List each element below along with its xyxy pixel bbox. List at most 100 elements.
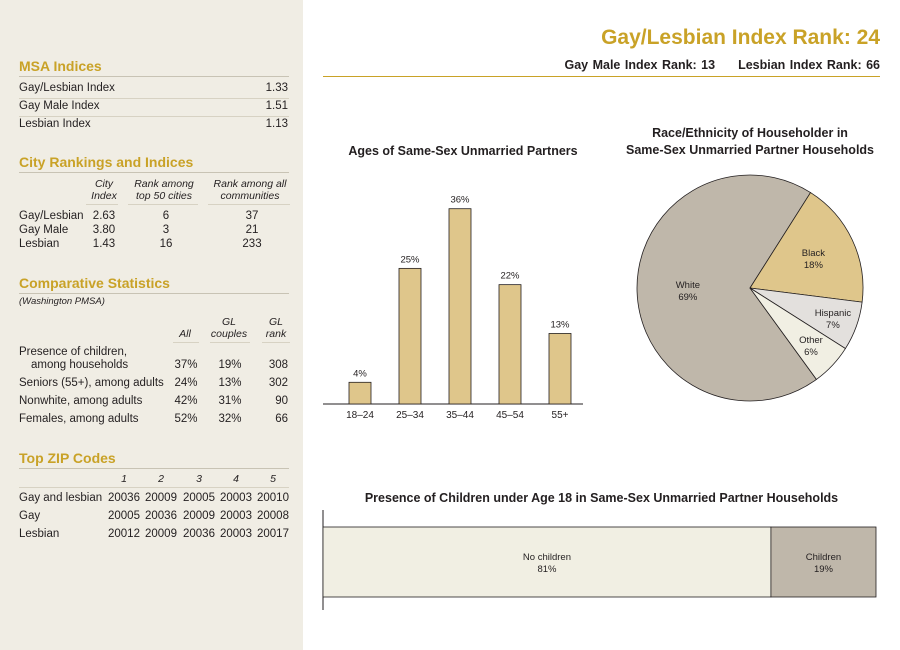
title-rule bbox=[323, 76, 880, 77]
zip-code: 20003 bbox=[220, 492, 252, 504]
age-chart-title: Ages of Same-Sex Unmarried Partners bbox=[348, 144, 578, 158]
comp-row-label: among households bbox=[31, 359, 129, 371]
city-row-label: Lesbian bbox=[19, 238, 60, 250]
zip-code: 20036 bbox=[108, 492, 140, 504]
zip-code: 20009 bbox=[145, 492, 177, 504]
zip-row-label: Gay bbox=[19, 510, 41, 522]
divider bbox=[208, 204, 290, 205]
comp-row-label: Females, among adults bbox=[19, 413, 139, 425]
segment-label-name: Children bbox=[806, 552, 841, 563]
segment-label-value: 19% bbox=[814, 564, 834, 575]
comp-gl: 19% bbox=[218, 359, 242, 371]
comp-subtitle: (Washington PMSA) bbox=[19, 296, 105, 307]
bar-55+ bbox=[548, 333, 572, 405]
pie-label-value: 7% bbox=[826, 320, 840, 331]
city-all: 21 bbox=[245, 224, 259, 236]
zip-code: 20017 bbox=[257, 528, 289, 540]
bar-18–24 bbox=[348, 381, 372, 405]
divider bbox=[86, 204, 118, 205]
divider bbox=[262, 342, 290, 343]
city-top50: 6 bbox=[162, 210, 170, 222]
city-index: 3.80 bbox=[92, 224, 116, 236]
city-header: Rank among top 50 cities bbox=[134, 178, 194, 202]
comp-header: All bbox=[179, 328, 191, 340]
segment-label-value: 81% bbox=[537, 564, 557, 575]
lesbian-rank: Lesbian Index Rank: 66 bbox=[738, 58, 880, 72]
divider bbox=[19, 116, 289, 117]
city-all: 233 bbox=[242, 238, 262, 250]
zip-code: 20009 bbox=[183, 510, 215, 522]
pie-label-value: 69% bbox=[678, 292, 698, 303]
msa-label: Gay Male Index bbox=[19, 100, 100, 112]
zip-code: 20003 bbox=[220, 528, 252, 540]
zip-header: 3 bbox=[196, 473, 202, 485]
zip-code: 20005 bbox=[108, 510, 140, 522]
comp-all: 42% bbox=[174, 395, 198, 407]
zip-header: 2 bbox=[158, 473, 164, 485]
x-tick-label: 45–54 bbox=[496, 410, 524, 421]
comp-rank: 90 bbox=[275, 395, 288, 407]
comp-header: GL rank bbox=[265, 316, 287, 340]
pie-label-name: Black bbox=[802, 248, 825, 259]
comp-row-label: Seniors (55+), among adults bbox=[19, 377, 164, 389]
comp-gl: 13% bbox=[218, 377, 242, 389]
divider bbox=[210, 342, 250, 343]
x-tick-label: 35–44 bbox=[446, 410, 474, 421]
zip-code: 20036 bbox=[183, 528, 215, 540]
sidebar: MSA Indices Gay/Lesbian Index 1.33 Gay M… bbox=[0, 0, 303, 650]
x-tick-label: 25–34 bbox=[396, 410, 424, 421]
divider bbox=[128, 204, 198, 205]
city-row-label: Gay Male bbox=[19, 224, 69, 236]
segment-no-children bbox=[322, 526, 772, 598]
divider bbox=[19, 98, 289, 99]
comp-all: 52% bbox=[174, 413, 198, 425]
city-index: 1.43 bbox=[92, 238, 116, 250]
city-all: 37 bbox=[245, 210, 259, 222]
comp-gl: 32% bbox=[218, 413, 242, 425]
zip-row-label: Lesbian bbox=[19, 528, 60, 540]
pie-label-name: Hispanic bbox=[815, 308, 852, 319]
bar-35–44 bbox=[448, 208, 472, 405]
zip-row-label: Gay and lesbian bbox=[19, 492, 103, 504]
zip-code: 20005 bbox=[183, 492, 215, 504]
city-title: City Rankings and Indices bbox=[19, 154, 289, 173]
zip-code: 20009 bbox=[145, 528, 177, 540]
city-index: 2.63 bbox=[92, 210, 116, 222]
city-row-label: Gay/Lesbian bbox=[19, 210, 84, 222]
bar-value-label: 36% bbox=[450, 195, 470, 206]
pie-label-name: White bbox=[676, 280, 700, 291]
page-title: Gay/Lesbian Index Rank: 24 bbox=[601, 26, 880, 49]
x-tick-label: 18–24 bbox=[346, 410, 374, 421]
bar-45–54 bbox=[498, 284, 522, 405]
city-top50: 3 bbox=[162, 224, 170, 236]
race-chart-title-line1: Race/Ethnicity of Householder in bbox=[652, 126, 848, 140]
segment-children bbox=[770, 526, 877, 598]
comp-row-label: Presence of children, bbox=[19, 346, 128, 358]
zip-header: 4 bbox=[233, 473, 239, 485]
msa-value: 1.51 bbox=[265, 100, 288, 112]
pie-slice-black bbox=[749, 192, 864, 303]
bar-value-label: 13% bbox=[550, 319, 570, 330]
pie-slice-white bbox=[636, 174, 817, 402]
zip-code: 20036 bbox=[145, 510, 177, 522]
comp-rank: 308 bbox=[268, 359, 288, 371]
zip-header: 5 bbox=[270, 473, 276, 485]
race-chart-title: Race/Ethnicity of Householder in Same-Se… bbox=[610, 125, 890, 159]
zip-code: 20008 bbox=[257, 510, 289, 522]
divider bbox=[19, 487, 289, 488]
comp-rank: 66 bbox=[275, 413, 288, 425]
divider bbox=[173, 342, 199, 343]
zip-title: Top ZIP Codes bbox=[19, 450, 289, 469]
comp-header: GL couples bbox=[210, 316, 248, 340]
comp-gl: 31% bbox=[218, 395, 242, 407]
segment-label-name: No children bbox=[523, 552, 571, 563]
comp-title: Comparative Statistics bbox=[19, 275, 289, 294]
pie-slice-other bbox=[749, 287, 846, 380]
x-tick-label: 55+ bbox=[552, 410, 569, 421]
msa-label: Lesbian Index bbox=[19, 118, 91, 130]
comp-all: 24% bbox=[174, 377, 198, 389]
pie-label-name: Other bbox=[799, 335, 823, 346]
bar-value-label: 22% bbox=[500, 271, 520, 282]
age-bar-chart: 4% 18–24 25% 25–34 36% 35–44 22% 45–54 13% 55+ bbox=[323, 195, 583, 421]
